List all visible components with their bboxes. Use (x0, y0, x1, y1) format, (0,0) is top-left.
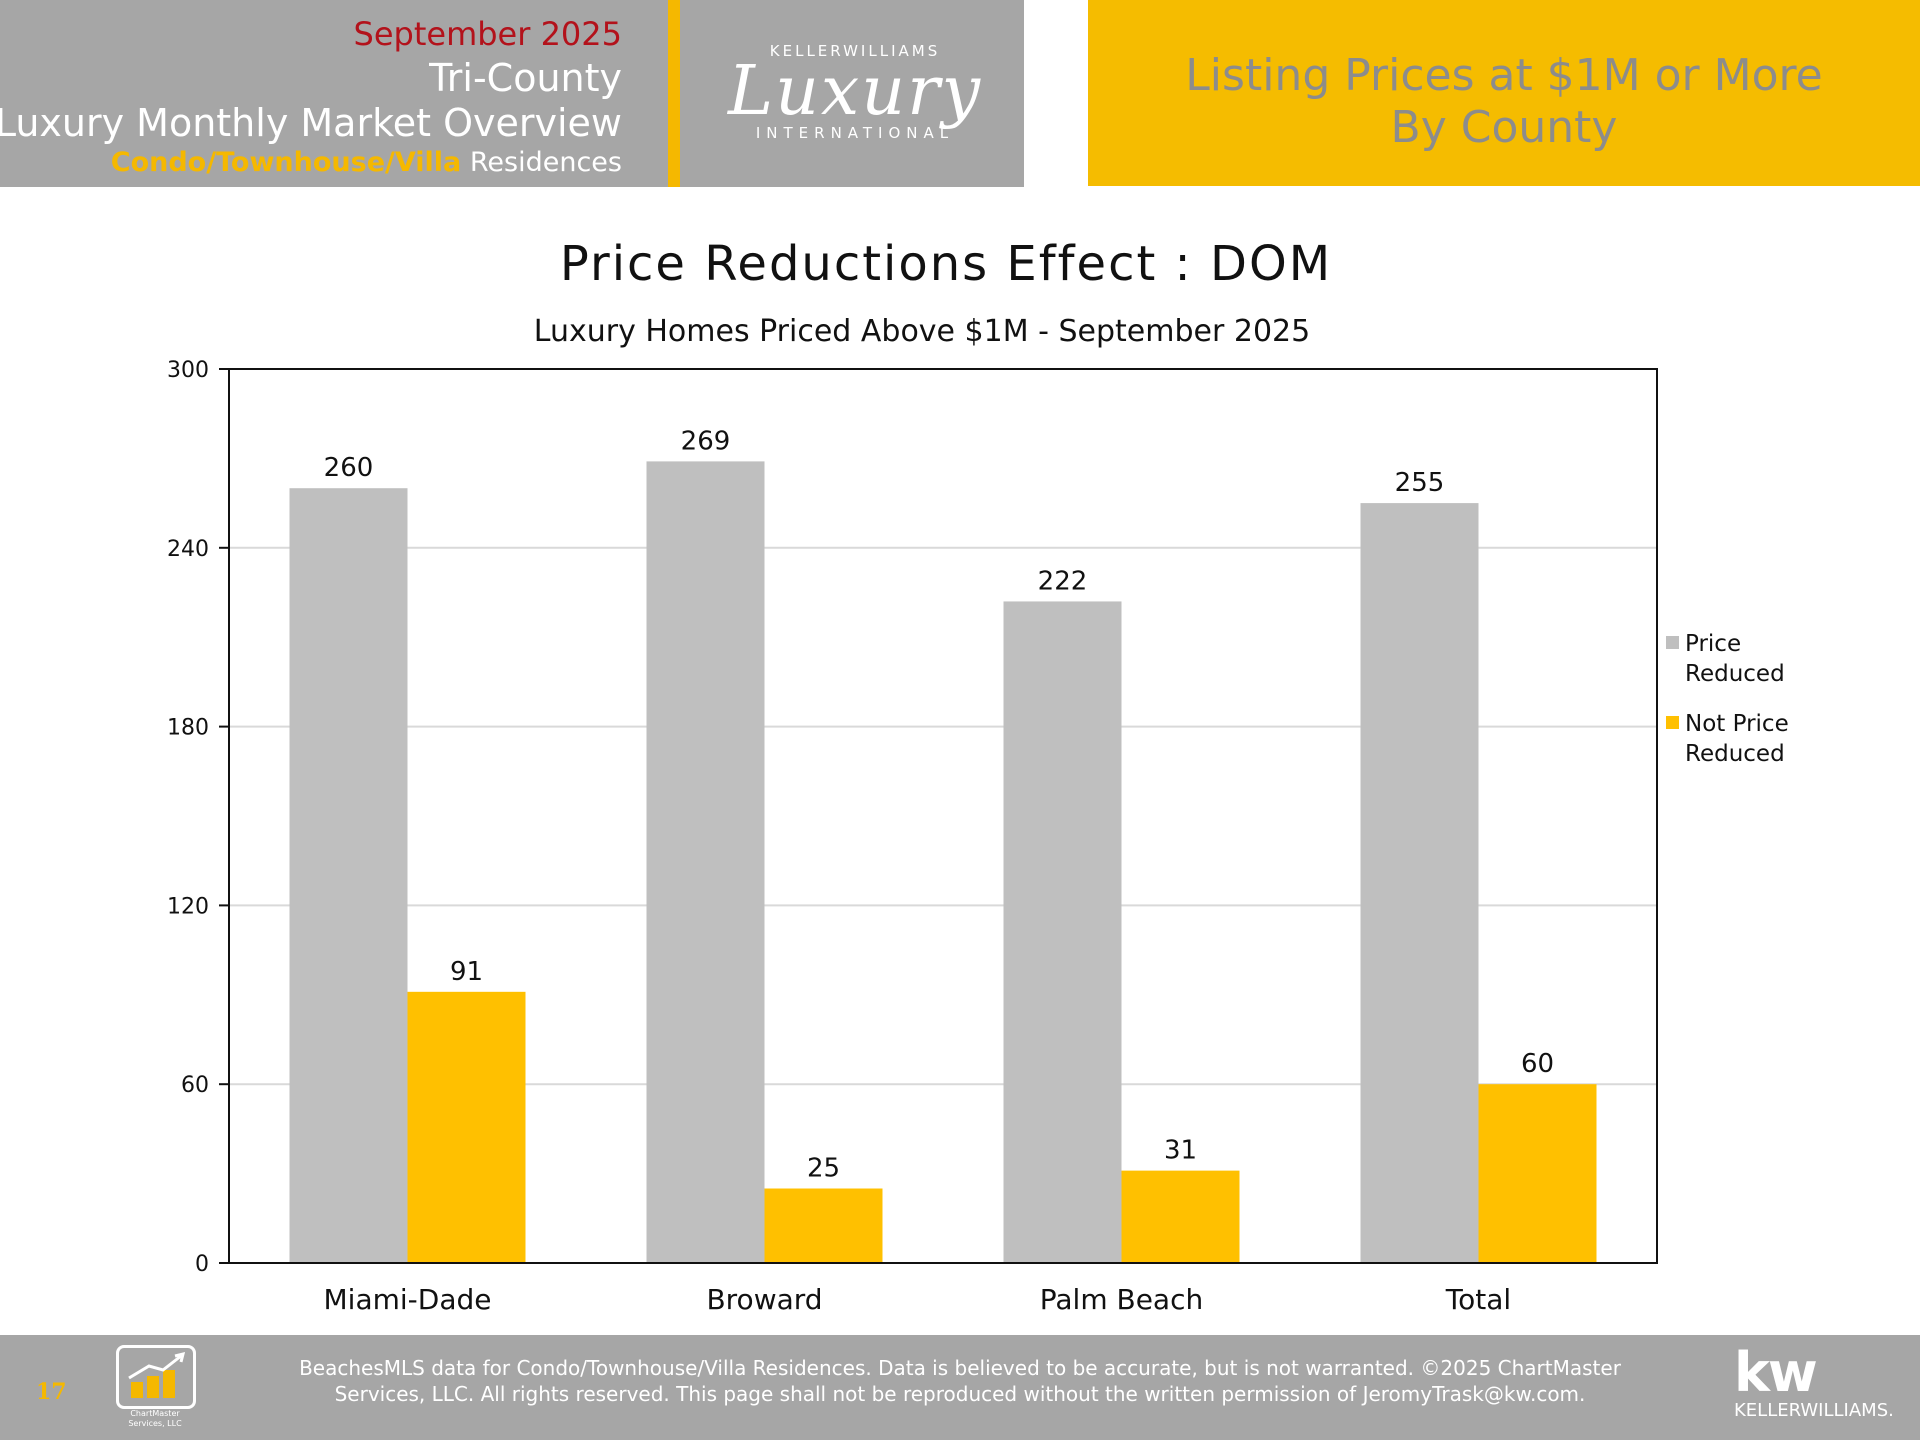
chart-title: Price Reductions Effect : DOM (560, 236, 1332, 292)
page-number: 17 (36, 1379, 67, 1405)
kw-logo-name: KELLERWILLIAMS. (1734, 1400, 1894, 1421)
y-tick-label: 0 (195, 1252, 209, 1277)
report-title: Luxury Monthly Market Overview (0, 101, 622, 145)
data-label: 60 (1521, 1049, 1554, 1079)
legend-label-price-reduced-1: Price (1685, 631, 1741, 657)
plot-frame (228, 368, 1658, 1264)
bar-chart: Price Reductions Effect : DOM Luxury Hom… (167, 236, 1789, 1316)
x-axis: Miami-Dade Broward Palm Beach Total (324, 1283, 1512, 1316)
logo-script-text: Luxury (727, 52, 983, 131)
data-label: 91 (450, 957, 483, 987)
chartmaster-logo-text: ChartMaster Services, LLC (110, 1409, 200, 1429)
report-month: September 2025 (353, 15, 622, 53)
y-tick-label: 180 (167, 716, 209, 741)
data-label: 255 (1395, 468, 1445, 498)
chartmaster-line2: Services, LLC (128, 1419, 182, 1428)
kw-logo-mark: kw (1734, 1341, 1818, 1404)
header-right-panel: Listing Prices at $1M or More By County (1088, 0, 1920, 186)
chart-subtitle: Luxury Homes Priced Above $1M - Septembe… (534, 314, 1310, 349)
legend: Price Reduced Not Price Reduced (1666, 631, 1789, 767)
legend-swatch-price-reduced (1666, 636, 1679, 649)
x-tick-label: Broward (706, 1283, 822, 1316)
legend-label-price-reduced-2: Reduced (1685, 661, 1785, 687)
footer-disclaimer-line1: BeachesMLS data for Condo/Townhouse/Vill… (299, 1356, 1621, 1380)
section-title-line2: By County (1390, 102, 1618, 153)
bar-price-reduced-total (1360, 503, 1479, 1264)
footer-disclaimer: BeachesMLS data for Condo/Townhouse/Vill… (250, 1355, 1670, 1407)
data-label: 260 (324, 453, 374, 483)
section-title-line1: Listing Prices at $1M or More (1185, 50, 1823, 101)
header-gold-stripe (668, 0, 680, 187)
x-tick-label: Palm Beach (1040, 1283, 1203, 1316)
footer-disclaimer-line2: Services, LLC. All rights reserved. This… (334, 1382, 1586, 1406)
bar-price-reduced-miami-dade (289, 488, 408, 1263)
bar-not-price-reduced-total (1478, 1084, 1597, 1263)
chartmaster-logo-icon (116, 1345, 196, 1409)
data-label: 31 (1164, 1136, 1197, 1166)
section-title: Listing Prices at $1M or More By County (1088, 50, 1920, 154)
property-type-highlight: Condo/Townhouse/Villa (110, 147, 462, 178)
logo-brand-text: KELLERWILLIAMS (769, 42, 941, 60)
y-tick-label: 60 (181, 1073, 209, 1098)
y-tick-label: 120 (167, 894, 209, 919)
header-text-block: September 2025 Tri-County Luxury Monthly… (0, 12, 622, 180)
report-region: Tri-County (429, 56, 622, 100)
bar-not-price-reduced-broward (764, 1188, 883, 1263)
bar-not-price-reduced-palm-beach (1121, 1170, 1240, 1263)
header-left-panel: September 2025 Tri-County Luxury Monthly… (0, 0, 1024, 187)
legend-swatch-not-price-reduced (1666, 716, 1679, 729)
y-tick-label: 240 (167, 537, 209, 562)
bar-price-reduced-broward (646, 461, 765, 1263)
y-tick-label: 300 (167, 358, 209, 383)
property-type-suffix: Residences (469, 147, 622, 178)
property-type: Condo/Townhouse/Villa Residences (0, 146, 622, 180)
x-tick-label: Miami-Dade (324, 1283, 492, 1316)
x-tick-label: Total (1445, 1283, 1511, 1316)
data-label: 269 (681, 426, 731, 456)
legend-label-not-price-reduced-1: Not Price (1685, 711, 1789, 737)
bars-group (289, 461, 1597, 1264)
footer: 17 ChartMaster Services, LLC BeachesMLS … (0, 1335, 1920, 1440)
logo-intl-text: INTERNATIONAL (755, 124, 955, 142)
data-label: 222 (1038, 566, 1088, 596)
kw-luxury-logo: KELLERWILLIAMS Luxury INTERNATIONAL (690, 30, 1020, 160)
data-label: 25 (807, 1154, 840, 1184)
data-labels-group: 260 91 269 25 222 31 255 60 (324, 426, 1554, 1183)
bar-price-reduced-palm-beach (1003, 601, 1122, 1263)
kw-logo: kw KELLERWILLIAMS. (1734, 1345, 1894, 1421)
y-axis: 0 60 120 180 240 300 (167, 358, 229, 1277)
legend-label-not-price-reduced-2: Reduced (1685, 741, 1785, 767)
chartmaster-line1: ChartMaster (130, 1409, 180, 1418)
bar-not-price-reduced-miami-dade (407, 991, 526, 1263)
